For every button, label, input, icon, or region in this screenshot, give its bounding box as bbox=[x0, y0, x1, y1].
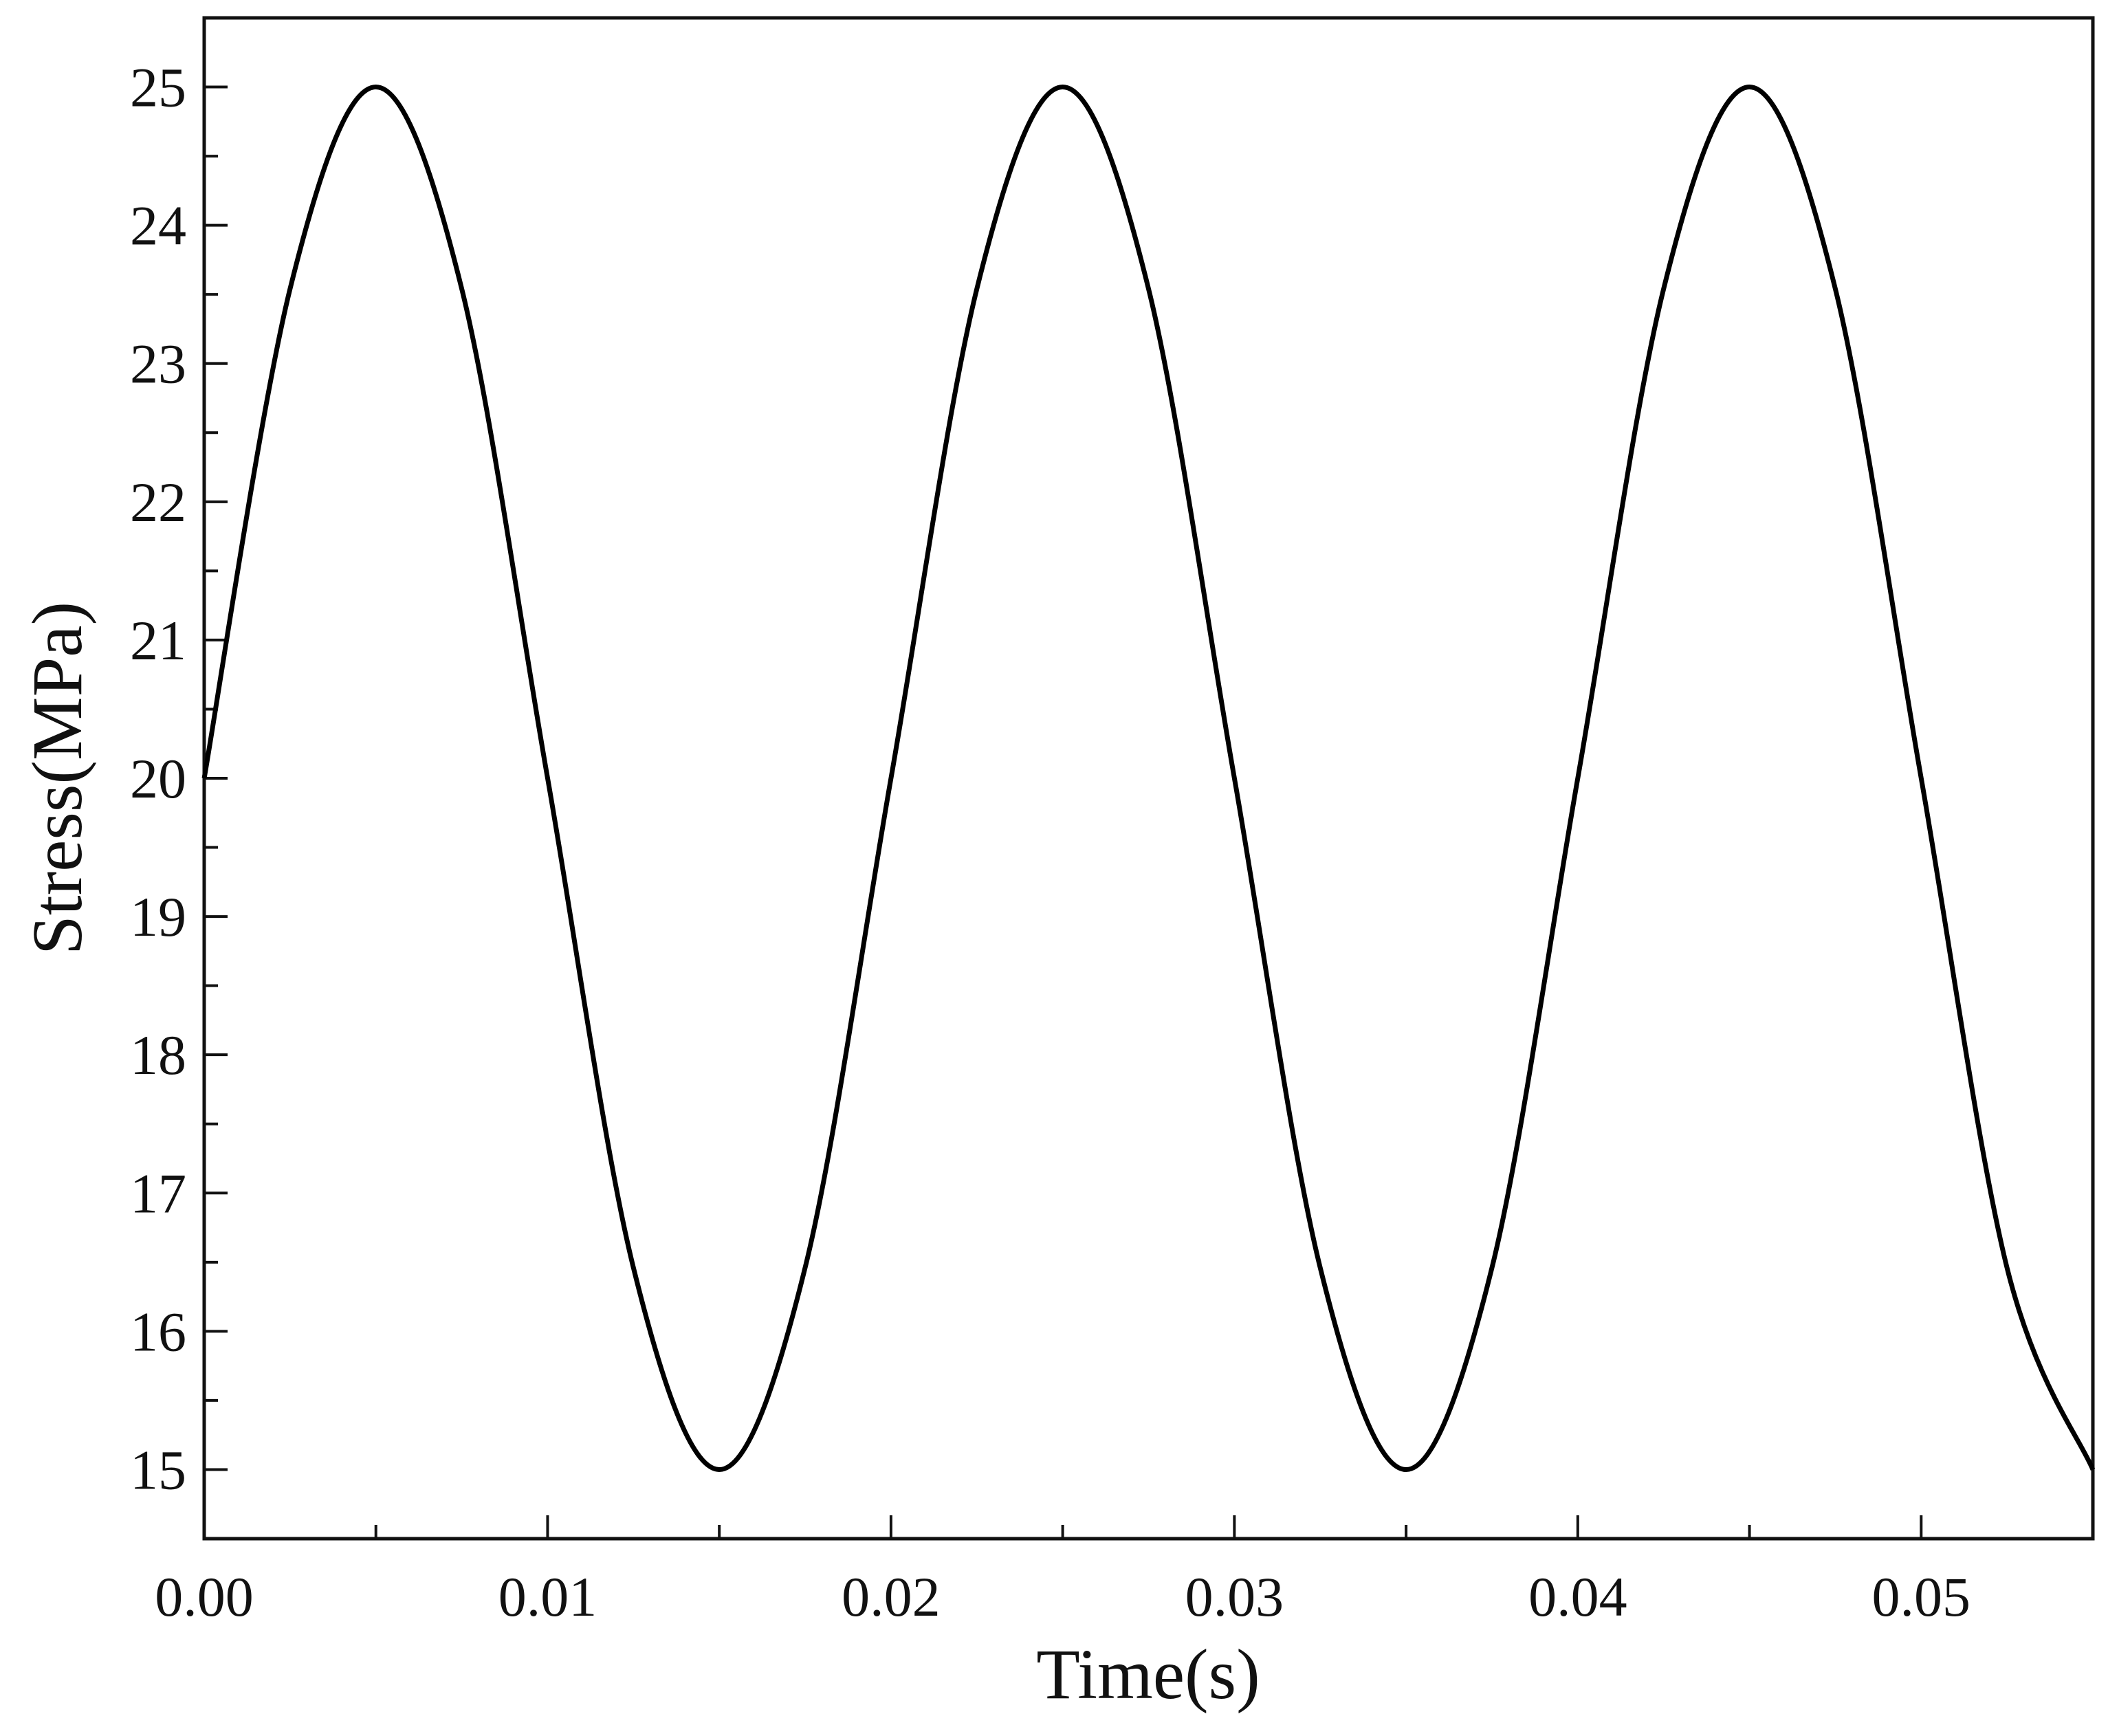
y-axis-tick-labels: 15 16 17 18 19 20 21 22 23 24 25 bbox=[130, 56, 186, 1502]
x-tick-label: 0.03 bbox=[1185, 1565, 1284, 1628]
plot-frame bbox=[202, 16, 2095, 1541]
y-tick-label: 15 bbox=[130, 1438, 186, 1501]
y-tick-label: 17 bbox=[130, 1162, 186, 1224]
x-tick-label: 0.02 bbox=[842, 1565, 941, 1628]
x-axis-tick-labels: 0.00 0.01 0.02 0.03 0.04 0.05 bbox=[155, 1565, 1970, 1628]
y-tick-label: 24 bbox=[130, 195, 186, 257]
x-axis-label: Time(s) bbox=[1036, 1635, 1260, 1714]
x-tick-label: 0.01 bbox=[498, 1565, 597, 1628]
y-axis-label: Stress(MPa) bbox=[18, 602, 97, 955]
x-axis-ticks bbox=[203, 1515, 2094, 1539]
y-tick-label: 23 bbox=[130, 333, 186, 395]
y-tick-label: 18 bbox=[130, 1024, 186, 1086]
y-tick-label: 16 bbox=[130, 1300, 186, 1363]
x-tick-label: 0.04 bbox=[1528, 1565, 1627, 1628]
y-tick-label: 25 bbox=[130, 56, 186, 119]
y-tick-label: 19 bbox=[130, 886, 186, 948]
y-tick-label: 22 bbox=[130, 471, 186, 534]
y-tick-label: 21 bbox=[130, 609, 186, 672]
series-line bbox=[201, 85, 2096, 1472]
y-axis-ticks bbox=[204, 85, 228, 1471]
x-tick-label: 0.00 bbox=[155, 1565, 254, 1628]
y-tick-label: 20 bbox=[130, 747, 186, 810]
x-tick-label: 0.05 bbox=[1872, 1565, 1971, 1628]
